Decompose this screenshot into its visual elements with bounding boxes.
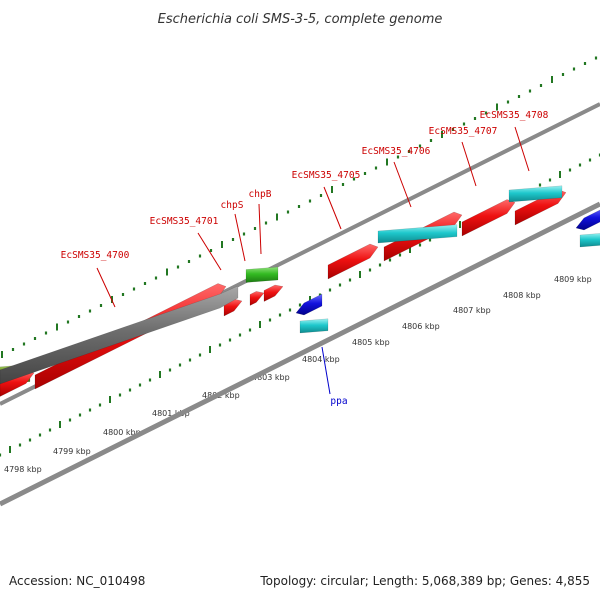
tick-label: 4808 kbp xyxy=(503,291,541,300)
tick-label: 4805 kbp xyxy=(352,338,390,347)
tick-label: 4799 kbp xyxy=(53,447,91,456)
gene-feature-arrow-reverse xyxy=(575,209,600,231)
leader-line xyxy=(461,141,477,187)
leader-line xyxy=(323,186,342,230)
tick-label: 4803 kbp xyxy=(252,373,290,382)
tick-label: 4806 kbp xyxy=(402,322,440,331)
gene-feature-green xyxy=(245,266,279,283)
gene-feature-cyan xyxy=(299,318,329,334)
gene-label-chpb: chpB xyxy=(249,189,272,200)
gene-feature-arrow xyxy=(263,284,284,302)
tick-label: 4804 kbp xyxy=(302,355,340,364)
tick-label: 4807 kbp xyxy=(453,306,491,315)
gene-label-ecsms35_4705: EcSMS35_4705 xyxy=(292,170,361,181)
tick-label: 4798 kbp xyxy=(4,465,42,474)
leader-line xyxy=(393,161,412,208)
genome-stats-text: Topology: circular; Length: 5,068,389 bp… xyxy=(259,574,590,588)
map-title: Escherichia coli SMS-3-5, complete genom… xyxy=(158,12,443,27)
gene-feature-arrow xyxy=(461,199,516,237)
gene-features xyxy=(0,185,600,397)
gene-label-chps: chpS xyxy=(221,200,244,211)
gene-feature-cyan xyxy=(377,224,458,244)
leader-line xyxy=(197,232,222,271)
leader-line xyxy=(96,267,116,308)
gene-label-ecsms35_4706: EcSMS35_4706 xyxy=(362,146,431,157)
gene-feature-cyan xyxy=(579,233,600,248)
gene-feature-arrow xyxy=(249,291,265,306)
gene-label-ecsms35_4708: EcSMS35_4708 xyxy=(480,110,549,121)
gene-label-ecsms35_4707: EcSMS35_4707 xyxy=(429,126,498,137)
leader-line xyxy=(234,213,246,262)
tick-label: 4800 kbp xyxy=(103,428,141,437)
leader-line xyxy=(321,346,331,395)
gene-label-ppa: ppa xyxy=(330,396,347,407)
leader-line xyxy=(258,203,262,255)
label-leader-lines xyxy=(96,126,530,395)
accession-text: Accession: NC_010498 xyxy=(9,574,145,588)
leader-line xyxy=(514,126,530,172)
backbone-track xyxy=(0,201,600,507)
gene-feature-cyan xyxy=(508,185,563,203)
gene-label-ecsms35_4700: EcSMS35_4700 xyxy=(61,250,130,261)
gene-label-ecsms35_4701: EcSMS35_4701 xyxy=(150,216,219,227)
tick-label: 4801 kbp xyxy=(152,409,190,418)
outer-tick-ruler xyxy=(1,56,598,358)
gene-feature-arrow xyxy=(327,243,379,280)
gene-feature-gray xyxy=(0,285,239,385)
gene-feature-arrow-reverse xyxy=(295,293,323,316)
tick-label: 4809 kbp xyxy=(554,275,592,284)
